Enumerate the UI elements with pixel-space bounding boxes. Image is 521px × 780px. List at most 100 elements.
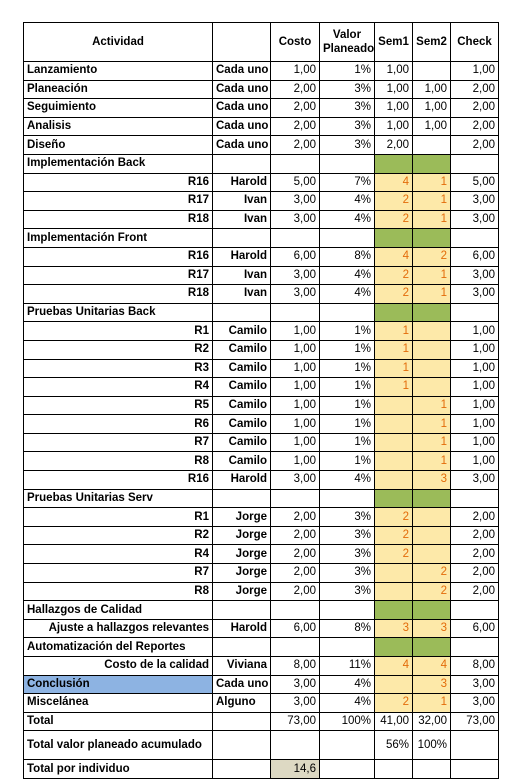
cell-sem1 xyxy=(375,396,413,415)
cell-tipo: Harold xyxy=(213,247,271,266)
cell-valor: 1% xyxy=(320,62,375,81)
table-row: R16 Harold 6,00 8% 4 2 6,00 xyxy=(24,247,499,266)
cell-valor: 4% xyxy=(320,192,375,211)
table-row: R7 Camilo 1,00 1% 1 1,00 xyxy=(24,433,499,452)
cell-actividad: R17 xyxy=(24,266,213,285)
cell-sem1: 2 xyxy=(375,526,413,545)
cell-valor: 1% xyxy=(320,378,375,397)
cell-sem1: 1,00 xyxy=(375,62,413,81)
cell-sem1: 1 xyxy=(375,359,413,378)
acumulado-row: Total valor planeado acumulado 56% 100% xyxy=(24,731,499,760)
cell-sem2 xyxy=(413,229,451,248)
cell-actividad: Pruebas Unitarias Serv xyxy=(24,489,213,508)
cell-tipo: Cada uno xyxy=(213,80,271,99)
table-row: R7 Jorge 2,00 3% 2 2,00 xyxy=(24,564,499,583)
cell-costo: 1,00 xyxy=(271,322,320,341)
cell-sem2: 1,00 xyxy=(413,117,451,136)
cell-costo xyxy=(271,303,320,322)
cell-costo: 2,00 xyxy=(271,526,320,545)
individuo-row: Total por individuo 14,6 xyxy=(24,760,499,779)
cell-tipo: Camilo xyxy=(213,452,271,471)
cell-check: 3,00 xyxy=(451,285,499,304)
cell-tipo xyxy=(213,303,271,322)
individuo-empty-4 xyxy=(413,760,451,779)
cell-check: 2,00 xyxy=(451,117,499,136)
cell-costo: 1,00 xyxy=(271,62,320,81)
cell-sem2 xyxy=(413,638,451,657)
cell-tipo: Jorge xyxy=(213,564,271,583)
cell-sem2: 1 xyxy=(413,173,451,192)
cell-actividad: R3 xyxy=(24,359,213,378)
cell-tipo xyxy=(213,601,271,620)
cell-tipo: Camilo xyxy=(213,396,271,415)
cell-costo: 2,00 xyxy=(271,99,320,118)
cell-tipo: Jorge xyxy=(213,582,271,601)
cell-check: 3,00 xyxy=(451,266,499,285)
cell-check xyxy=(451,303,499,322)
cell-actividad: Diseño xyxy=(24,136,213,155)
cell-actividad: R2 xyxy=(24,526,213,545)
section-row: Automatización del Reportes xyxy=(24,638,499,657)
cell-sem1 xyxy=(375,452,413,471)
cell-check: 1,00 xyxy=(451,378,499,397)
cell-check xyxy=(451,638,499,657)
cell-actividad: R6 xyxy=(24,415,213,434)
cell-sem1: 1,00 xyxy=(375,80,413,99)
acumulado-empty-2 xyxy=(271,731,320,760)
cell-tipo: Harold xyxy=(213,471,271,490)
cell-sem1: 2 xyxy=(375,266,413,285)
table-row: Misceláneа Alguno 3,00 4% 2 1 3,00 xyxy=(24,694,499,713)
cell-tipo: Ivan xyxy=(213,210,271,229)
cell-sem1 xyxy=(375,675,413,694)
cell-sem2: 1 xyxy=(413,415,451,434)
cell-check: 1,00 xyxy=(451,396,499,415)
table-row: Costo de la calidad Viviana 8,00 11% 4 4 8,00 xyxy=(24,657,499,676)
cell-sem2: 1 xyxy=(413,210,451,229)
table-row: R1 Jorge 2,00 3% 2 2,00 xyxy=(24,508,499,527)
cell-sem1: 2 xyxy=(375,545,413,564)
table-row: Lanzamiento Cada uno 1,00 1% 1,00 1,00 xyxy=(24,62,499,81)
cell-valor: 3% xyxy=(320,117,375,136)
total-sem1: 41,00 xyxy=(375,712,413,731)
cell-costo: 3,00 xyxy=(271,192,320,211)
cell-sem2 xyxy=(413,489,451,508)
cell-sem1: 2 xyxy=(375,508,413,527)
cell-valor: 3% xyxy=(320,80,375,99)
cell-sem2 xyxy=(413,303,451,322)
cell-sem1: 2 xyxy=(375,210,413,229)
cell-valor: 4% xyxy=(320,675,375,694)
cell-valor xyxy=(320,303,375,322)
total-sem2: 32,00 xyxy=(413,712,451,731)
cell-valor: 4% xyxy=(320,694,375,713)
header-sem1: Sem1 xyxy=(375,23,413,62)
cell-sem1: 1 xyxy=(375,340,413,359)
cell-sem1 xyxy=(375,582,413,601)
cell-sem1 xyxy=(375,471,413,490)
cell-tipo: Harold xyxy=(213,619,271,638)
individuo-costo: 14,6 xyxy=(271,760,320,779)
cell-check: 3,00 xyxy=(451,471,499,490)
acumulado-sem1: 56% xyxy=(375,731,413,760)
cell-valor: 3% xyxy=(320,508,375,527)
table-row: R16 Harold 5,00 7% 4 1 5,00 xyxy=(24,173,499,192)
cell-sem2 xyxy=(413,136,451,155)
cell-tipo: Camilo xyxy=(213,359,271,378)
header-costo: Costo xyxy=(271,23,320,62)
cell-tipo xyxy=(213,229,271,248)
cell-costo: 3,00 xyxy=(271,210,320,229)
cell-valor xyxy=(320,489,375,508)
cell-check: 1,00 xyxy=(451,340,499,359)
cell-check: 5,00 xyxy=(451,173,499,192)
cell-sem1: 1,00 xyxy=(375,99,413,118)
total-costo: 73,00 xyxy=(271,712,320,731)
table-row: R17 Ivan 3,00 4% 2 1 3,00 xyxy=(24,266,499,285)
cell-check: 2,00 xyxy=(451,545,499,564)
total-empty xyxy=(213,712,271,731)
cell-sem1 xyxy=(375,303,413,322)
cell-check xyxy=(451,229,499,248)
cell-sem2: 3 xyxy=(413,619,451,638)
cell-actividad: Seguimiento xyxy=(24,99,213,118)
cell-valor: 1% xyxy=(320,433,375,452)
section-row: Pruebas Unitarias Back xyxy=(24,303,499,322)
cell-costo: 5,00 xyxy=(271,173,320,192)
